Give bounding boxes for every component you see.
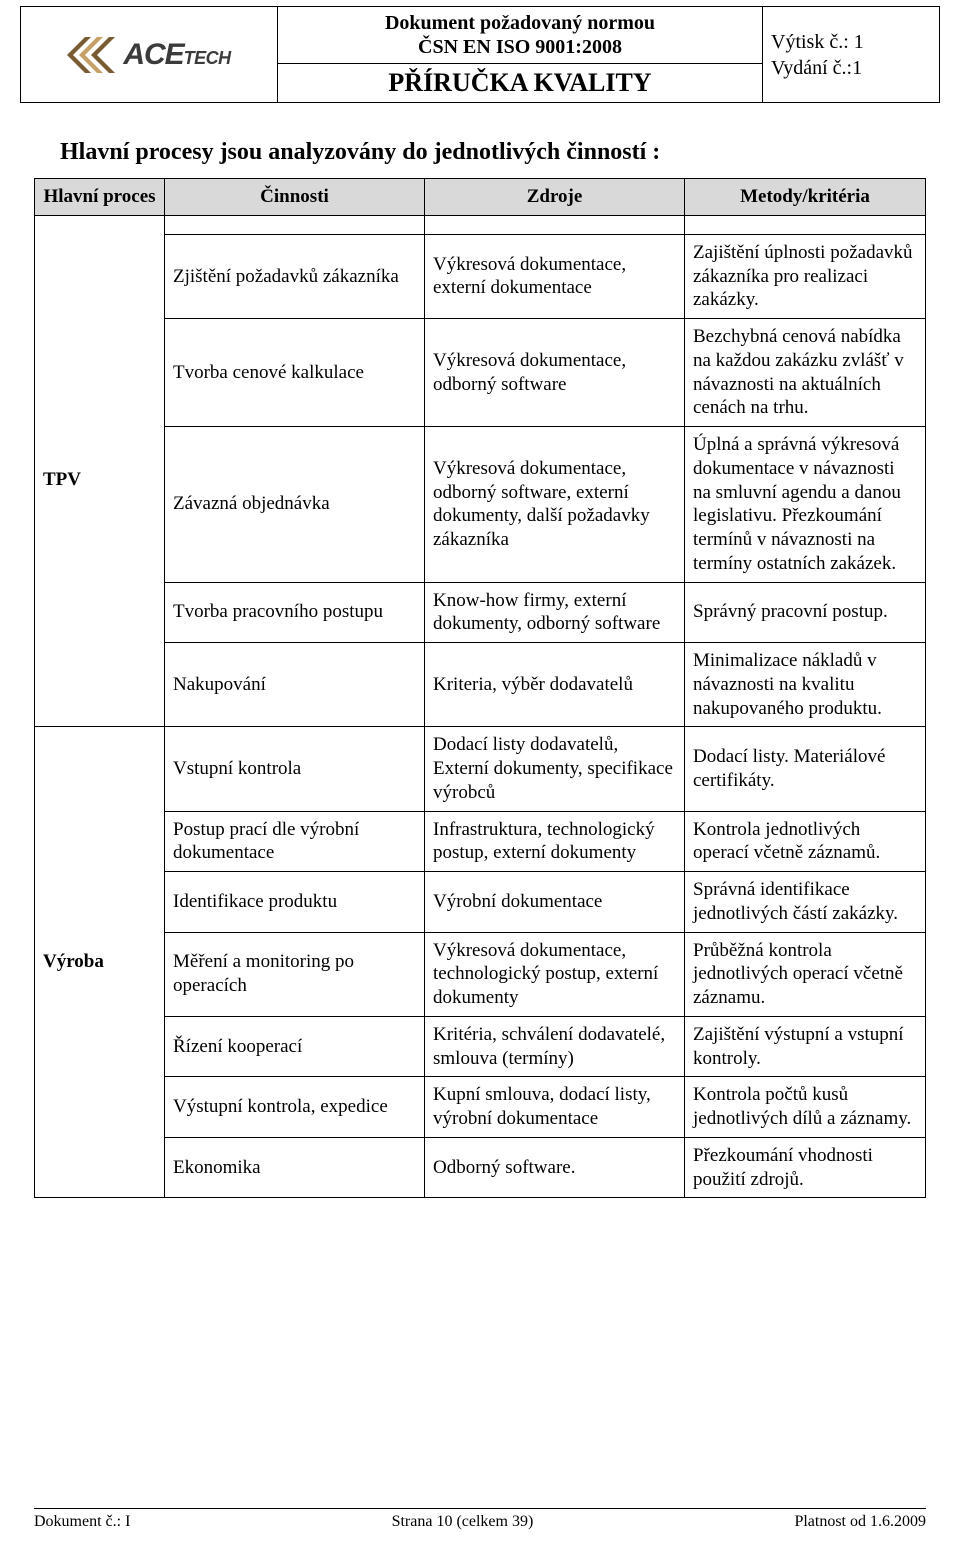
norm-title: Dokument požadovaný normou ČSN EN ISO 90… xyxy=(278,7,763,64)
sources-cell: Výkresová dokumentace, odborný software xyxy=(425,319,685,427)
table-row: Výroba Vstupní kontrola Dodací listy dod… xyxy=(35,727,926,811)
activity-cell: Ekonomika xyxy=(165,1137,425,1198)
criteria-cell: Dodací listy. Materiálové certifikáty. xyxy=(685,727,926,811)
logo-chevrons-icon xyxy=(67,37,121,73)
spacer-row xyxy=(35,215,926,234)
table-row: Tvorba cenové kalkulace Výkresová dokume… xyxy=(35,319,926,427)
section-title: Hlavní procesy jsou analyzovány do jedno… xyxy=(60,139,900,166)
footer-right: Platnost od 1.6.2009 xyxy=(794,1513,926,1531)
activity-cell: Postup prací dle výrobní dokumentace xyxy=(165,811,425,872)
table-row: Výstupní kontrola, expedice Kupní smlouv… xyxy=(35,1077,926,1138)
activity-cell: Výstupní kontrola, expedice xyxy=(165,1077,425,1138)
activity-cell: Zjištění požadavků zákazníka xyxy=(165,234,425,318)
table-row: Postup prací dle výrobní dokumentace Inf… xyxy=(35,811,926,872)
edition-number: Vydání č.:1 xyxy=(771,55,931,81)
activity-cell: Vstupní kontrola xyxy=(165,727,425,811)
activity-cell: Tvorba cenové kalkulace xyxy=(165,319,425,427)
table-row: Nakupování Kriteria, výběr dodavatelů Mi… xyxy=(35,643,926,727)
criteria-cell: Bezchybná cenová nabídka na každou zakáz… xyxy=(685,319,926,427)
table-row: Závazná objednávka Výkresová dokumentace… xyxy=(35,427,926,583)
activity-cell: Identifikace produktu xyxy=(165,872,425,933)
sources-cell: Odborný software. xyxy=(425,1137,685,1198)
document-header: ACETECH Dokument požadovaný normou ČSN E… xyxy=(20,6,940,103)
sources-cell: Výkresová dokumentace, odborný software,… xyxy=(425,427,685,583)
sources-cell: Kriteria, výběr dodavatelů xyxy=(425,643,685,727)
logo-cell: ACETECH xyxy=(21,7,278,103)
criteria-cell: Kontrola jednotlivých operací včetně záz… xyxy=(685,811,926,872)
activity-cell: Nakupování xyxy=(165,643,425,727)
activity-cell: Řízení kooperací xyxy=(165,1016,425,1077)
table-row: Řízení kooperací Kritéria, schválení dod… xyxy=(35,1016,926,1077)
sources-cell: Výkresová dokumentace, technologický pos… xyxy=(425,932,685,1016)
criteria-cell: Zajištění úplnosti požadavků zákazníka p… xyxy=(685,234,926,318)
criteria-cell: Zajištění výstupní a vstupní kontroly. xyxy=(685,1016,926,1077)
document-title: PŘÍRUČKA KVALITY xyxy=(278,64,763,103)
logo: ACETECH xyxy=(29,37,269,73)
criteria-cell: Minimalizace nákladů v návaznosti na kva… xyxy=(685,643,926,727)
process-label-tpv: TPV xyxy=(35,234,165,727)
sources-cell: Kupní smlouva, dodací listy, výrobní dok… xyxy=(425,1077,685,1138)
criteria-cell: Úplná a správná výkresová dokumentace v … xyxy=(685,427,926,583)
sources-cell: Výkresová dokumentace, externí dokumenta… xyxy=(425,234,685,318)
sources-cell: Infrastruktura, technologický postup, ex… xyxy=(425,811,685,872)
criteria-cell: Správná identifikace jednotlivých částí … xyxy=(685,872,926,933)
footer-left: Dokument č.: I xyxy=(34,1513,130,1531)
criteria-cell: Přezkoumání vhodnosti použití zdrojů. xyxy=(685,1137,926,1198)
table-row: TPV Zjištění požadavků zákazníka Výkreso… xyxy=(35,234,926,318)
process-label-vyroba: Výroba xyxy=(35,727,165,1198)
page-footer: Dokument č.: I Strana 10 (celkem 39) Pla… xyxy=(34,1508,926,1531)
process-table: Hlavní proces Činnosti Zdroje Metody/kri… xyxy=(34,178,926,1198)
table-row: Ekonomika Odborný software. Přezkoumání … xyxy=(35,1137,926,1198)
table-row: Identifikace produktu Výrobní dokumentac… xyxy=(35,872,926,933)
edition-cell: Výtisk č.: 1 Vydání č.:1 xyxy=(763,7,940,103)
sources-cell: Výrobní dokumentace xyxy=(425,872,685,933)
sources-cell: Know-how firmy, externí dokumenty, odbor… xyxy=(425,582,685,643)
table-row: Tvorba pracovního postupu Know-how firmy… xyxy=(35,582,926,643)
footer-center: Strana 10 (celkem 39) xyxy=(392,1513,534,1531)
print-number: Výtisk č.: 1 xyxy=(771,29,931,55)
sources-cell: Dodací listy dodavatelů, Externí dokumen… xyxy=(425,727,685,811)
criteria-cell: Kontrola počtů kusů jednotlivých dílů a … xyxy=(685,1077,926,1138)
activity-cell: Měření a monitoring po operacích xyxy=(165,932,425,1016)
activity-cell: Tvorba pracovního postupu xyxy=(165,582,425,643)
logo-text: ACETECH xyxy=(123,38,230,72)
col-header-activity: Činnosti xyxy=(165,179,425,216)
table-header-row: Hlavní proces Činnosti Zdroje Metody/kri… xyxy=(35,179,926,216)
criteria-cell: Průběžná kontrola jednotlivých operací v… xyxy=(685,932,926,1016)
table-row: Měření a monitoring po operacích Výkreso… xyxy=(35,932,926,1016)
col-header-criteria: Metody/kritéria xyxy=(685,179,926,216)
sources-cell: Kritéria, schválení dodavatelé, smlouva … xyxy=(425,1016,685,1077)
criteria-cell: Správný pracovní postup. xyxy=(685,582,926,643)
col-header-process: Hlavní proces xyxy=(35,179,165,216)
col-header-sources: Zdroje xyxy=(425,179,685,216)
activity-cell: Závazná objednávka xyxy=(165,427,425,583)
